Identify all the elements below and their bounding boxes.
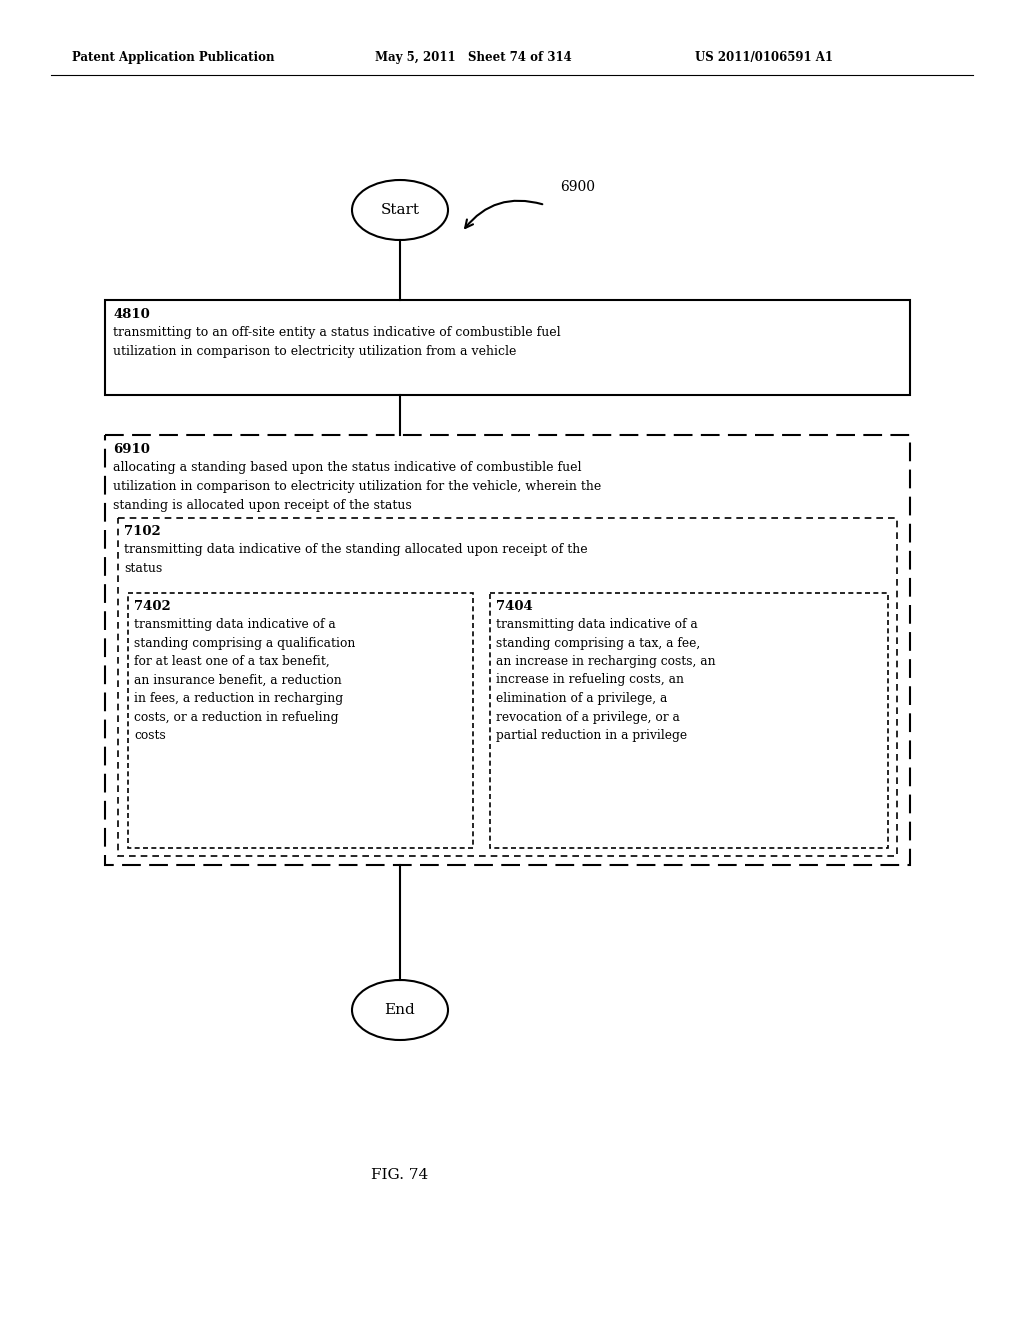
Bar	[118, 517, 897, 855]
Text: 7402: 7402	[134, 601, 171, 612]
Bar	[105, 300, 910, 395]
Bar	[490, 593, 888, 847]
Text: transmitting data indicative of the standing allocated upon receipt of the
statu: transmitting data indicative of the stan…	[124, 543, 588, 576]
Text: Start: Start	[381, 203, 420, 216]
Text: FIG. 74: FIG. 74	[372, 1168, 429, 1181]
Bar	[128, 593, 473, 847]
Text: May 5, 2011   Sheet 74 of 314: May 5, 2011 Sheet 74 of 314	[375, 51, 571, 65]
Text: 7102: 7102	[124, 525, 161, 539]
Text: 6900: 6900	[560, 180, 595, 194]
FancyArrowPatch shape	[465, 201, 543, 228]
Text: End: End	[385, 1003, 416, 1016]
Text: transmitting data indicative of a
standing comprising a qualification
for at lea: transmitting data indicative of a standi…	[134, 618, 355, 742]
Text: Patent Application Publication: Patent Application Publication	[72, 51, 274, 65]
Text: US 2011/0106591 A1: US 2011/0106591 A1	[695, 51, 833, 65]
Text: 6910: 6910	[113, 444, 150, 455]
Text: 4810: 4810	[113, 308, 150, 321]
Text: allocating a standing based upon the status indicative of combustible fuel
utili: allocating a standing based upon the sta…	[113, 461, 601, 512]
Text: 7404: 7404	[496, 601, 532, 612]
Bar	[105, 436, 910, 865]
Text: transmitting to an off-site entity a status indicative of combustible fuel
utili: transmitting to an off-site entity a sta…	[113, 326, 560, 358]
Text: transmitting data indicative of a
standing comprising a tax, a fee,
an increase : transmitting data indicative of a standi…	[496, 618, 716, 742]
